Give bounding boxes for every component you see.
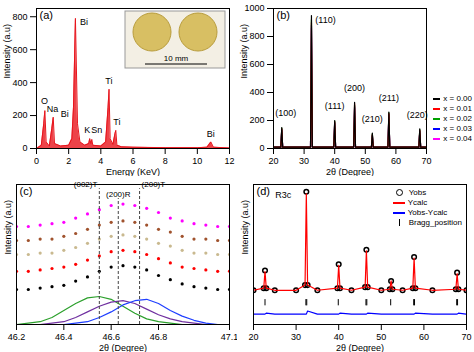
svg-text:8: 8 bbox=[163, 156, 168, 166]
svg-text:(220): (220) bbox=[407, 110, 428, 120]
svg-text:10: 10 bbox=[192, 156, 202, 166]
svg-text:40: 40 bbox=[330, 156, 340, 166]
html-text:x = 0.02: x = 0.02 bbox=[443, 114, 472, 123]
svg-text:70: 70 bbox=[461, 332, 471, 342]
svg-text:30: 30 bbox=[299, 156, 309, 166]
svg-text:1000: 1000 bbox=[244, 3, 264, 13]
svg-text:600: 600 bbox=[12, 45, 27, 55]
svg-text:(200)R: (200)R bbox=[106, 190, 131, 199]
svg-text:50: 50 bbox=[360, 156, 370, 166]
svg-text:46.6: 46.6 bbox=[102, 332, 120, 342]
svg-text:400: 400 bbox=[249, 87, 264, 97]
svg-text:Ti: Ti bbox=[113, 117, 120, 127]
svg-text:2: 2 bbox=[66, 156, 71, 166]
svg-text:(d): (d) bbox=[257, 185, 270, 197]
svg-text:Ti: Ti bbox=[105, 76, 112, 86]
svg-text:20: 20 bbox=[268, 156, 278, 166]
html-text:x = 0.01: x = 0.01 bbox=[443, 104, 472, 113]
svg-text:46.4: 46.4 bbox=[55, 332, 73, 342]
svg-text:800: 800 bbox=[12, 12, 27, 22]
html-text:Yobs: Yobs bbox=[408, 188, 427, 197]
svg-text:Sn: Sn bbox=[91, 125, 102, 135]
svg-text:(b): (b) bbox=[277, 9, 290, 21]
svg-text:Bi: Bi bbox=[80, 17, 88, 27]
svg-text:(111): (111) bbox=[325, 101, 345, 111]
svg-text:(100): (100) bbox=[275, 108, 296, 118]
svg-text:(210): (210) bbox=[362, 114, 383, 124]
svg-text:800: 800 bbox=[249, 31, 264, 41]
html-text:Yobs-Ycalc: Yobs-Ycalc bbox=[407, 208, 448, 217]
svg-text:600: 600 bbox=[249, 59, 264, 69]
svg-text:Na: Na bbox=[47, 104, 59, 114]
svg-text:(002)T: (002)T bbox=[73, 179, 98, 189]
svg-text:60: 60 bbox=[419, 332, 429, 342]
html-text:x = 0.03: x = 0.03 bbox=[443, 124, 472, 133]
svg-text:(211): (211) bbox=[379, 93, 399, 103]
svg-text:2θ (Degree): 2θ (Degree) bbox=[99, 343, 147, 352]
svg-text:(110): (110) bbox=[315, 15, 335, 25]
svg-text:(200): (200) bbox=[344, 83, 365, 93]
svg-text:4: 4 bbox=[98, 156, 103, 166]
svg-text:40: 40 bbox=[334, 332, 344, 342]
svg-text:Intensity (a.u): Intensity (a.u) bbox=[2, 24, 12, 79]
svg-text:47.1: 47.1 bbox=[221, 332, 237, 342]
svg-text:46.2: 46.2 bbox=[8, 332, 26, 342]
svg-text:0: 0 bbox=[22, 143, 27, 153]
svg-text:(200)T: (200)T bbox=[141, 179, 166, 189]
svg-text:30: 30 bbox=[291, 332, 301, 342]
svg-text:70: 70 bbox=[421, 156, 431, 166]
svg-text:400: 400 bbox=[12, 77, 27, 87]
svg-text:O: O bbox=[41, 95, 48, 106]
svg-text:0: 0 bbox=[259, 143, 264, 153]
svg-text:(c): (c) bbox=[20, 185, 33, 197]
svg-text:Bi: Bi bbox=[61, 109, 69, 119]
svg-text:Intensity (a.u): Intensity (a.u) bbox=[3, 200, 13, 255]
svg-text:6: 6 bbox=[130, 156, 135, 166]
svg-text:Intensity (a.u): Intensity (a.u) bbox=[239, 24, 249, 79]
svg-text:K: K bbox=[84, 125, 90, 135]
svg-text:12: 12 bbox=[224, 156, 234, 166]
svg-text:200: 200 bbox=[12, 110, 27, 120]
html-text:Bragg_position: Bragg_position bbox=[408, 218, 462, 227]
html-text:Ycalc: Ycalc bbox=[407, 198, 428, 207]
svg-text:200: 200 bbox=[249, 115, 264, 125]
svg-text:Intensity (a.u): Intensity (a.u) bbox=[240, 200, 250, 255]
svg-text:46.8: 46.8 bbox=[150, 332, 168, 342]
svg-text:Bi: Bi bbox=[207, 129, 215, 139]
svg-text:Energy (KeV): Energy (KeV) bbox=[106, 167, 160, 177]
svg-text:60: 60 bbox=[391, 156, 401, 166]
svg-text:50: 50 bbox=[376, 332, 386, 342]
svg-text:2θ (Degree): 2θ (Degree) bbox=[326, 167, 374, 177]
html-text:x = 0.04: x = 0.04 bbox=[443, 134, 472, 143]
svg-text:2θ (Degree): 2θ (Degree) bbox=[336, 343, 384, 352]
svg-text:(a): (a) bbox=[40, 9, 53, 21]
svg-text:10 mm: 10 mm bbox=[164, 54, 189, 63]
html-text:x = 0.00: x = 0.00 bbox=[443, 94, 472, 103]
svg-text:0: 0 bbox=[34, 156, 39, 166]
svg-text:20: 20 bbox=[248, 332, 258, 342]
svg-text:R3c: R3c bbox=[275, 190, 292, 200]
